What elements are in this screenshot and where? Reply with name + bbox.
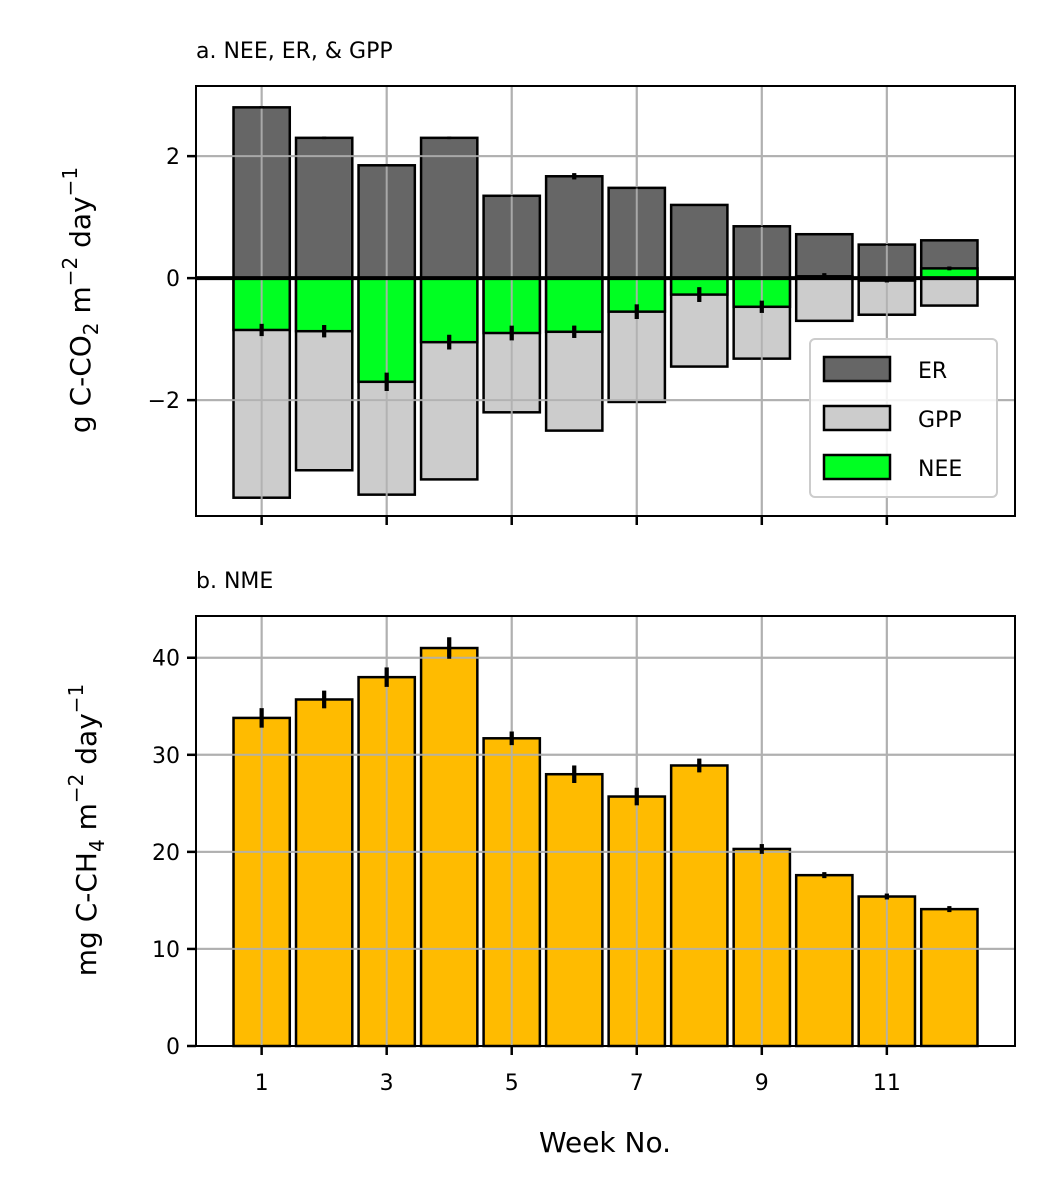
panel-b-bars [232, 637, 979, 1048]
bar-er-week-10 [794, 232, 854, 280]
x-tick-label: 9 [755, 1071, 769, 1096]
legend-label-nee: NEE [918, 457, 962, 482]
y-tick-label: 10 [152, 938, 180, 963]
panel-a-title: a. NEE, ER, & GPP [196, 39, 393, 64]
y-tick-label: 20 [152, 841, 180, 866]
panel-a-nee-er-gpp: a. NEE, ER, & GPP −2 0 2 g C-CO2 m−2 day−1… [58, 39, 1016, 525]
panel-b-ylabel: mg C-CH4 m−2 day−1 [64, 684, 109, 977]
y-tick-label: 2 [166, 145, 180, 170]
x-tick-label: 1 [255, 1071, 269, 1096]
x-tick-label: 3 [380, 1071, 394, 1096]
legend-label-er: ER [918, 359, 947, 384]
panel-b-xlabel: Week No. [539, 1126, 671, 1159]
panel-b-nme: b. NME 0 10 20 30 40 1 3 5 7 9 11 mg C-CH4 m−2 day… [64, 569, 1016, 1159]
panel-a-ylabel: g C-CO2 m−2 day−1 [58, 167, 103, 433]
error-bars [259, 637, 952, 913]
bar-gpp-week-10 [794, 276, 854, 323]
bar-nme-week-8 [669, 764, 729, 1048]
legend-swatch-gpp [822, 404, 892, 432]
bar-er-week-6 [544, 175, 604, 280]
plot-frame [195, 85, 1016, 517]
panel-b-title: b. NME [196, 569, 273, 594]
bar-nee-week-2 [294, 276, 354, 333]
y-tick-label: 0 [166, 267, 180, 292]
panel-b-axes: 0 10 20 30 40 1 3 5 7 9 11 [152, 615, 1016, 1096]
bar-er-week-8 [669, 203, 729, 280]
panel-a-axes: −2 0 2 [148, 85, 1016, 525]
y-tick-label: 0 [166, 1035, 180, 1060]
x-tick-label: 11 [873, 1071, 901, 1096]
legend-swatch-nee [822, 453, 892, 481]
bar-nme-week-10 [794, 873, 854, 1048]
legend-swatch-er [822, 355, 892, 383]
y-tick-label: 30 [152, 744, 180, 769]
x-tick-label: 5 [505, 1071, 519, 1096]
plot-frame [195, 615, 1016, 1047]
bar-nme-week-6 [544, 772, 604, 1048]
panel-a-legend: ER GPP NEE [809, 338, 998, 498]
bar-nme-week-12 [919, 907, 979, 1048]
bar-er-week-4 [419, 136, 479, 280]
legend-label-gpp: GPP [918, 408, 962, 433]
bar-nme-week-2 [294, 698, 354, 1048]
bar-nee-week-6 [544, 276, 604, 334]
error-bars [259, 106, 952, 391]
bar-er-week-2 [294, 136, 354, 280]
y-tick-label: 40 [152, 647, 180, 672]
bar-nme-week-4 [419, 646, 479, 1048]
y-tick-label: −2 [148, 389, 180, 414]
x-tick-label: 7 [630, 1071, 644, 1096]
bar-nee-week-4 [419, 276, 479, 344]
bar-gpp-week-12 [919, 276, 979, 307]
